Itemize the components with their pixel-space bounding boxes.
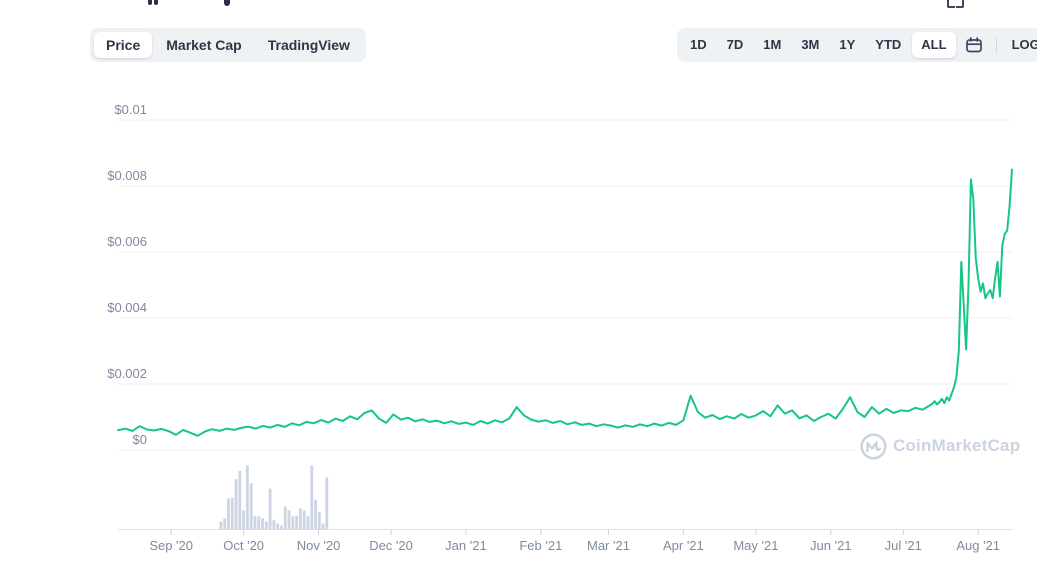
x-axis-label: Jun '21 [810,538,852,553]
x-axis-label: May '21 [733,538,778,553]
y-axis-label: $0.006 [107,234,147,249]
clipped-page-title-fragment [154,0,158,5]
volume-bar [264,521,268,530]
volume-bar [276,523,280,530]
log-scale-toggle[interactable]: LOG [1003,32,1037,58]
range-button-1d[interactable]: 1D [681,32,716,58]
clipped-page-title-fragment [148,0,152,5]
chart-type-tab-group: Price Market Cap TradingView [90,28,366,62]
volume-bar [321,523,325,530]
volume-bar [287,510,291,530]
x-axis-label: Mar '21 [587,538,630,553]
volume-bar [295,515,299,530]
volume-bar [306,516,310,530]
coinmarketcap-logo-icon [860,432,887,460]
volume-bar [219,521,223,530]
volume-bar [230,497,234,530]
expand-icon[interactable] [947,0,955,8]
y-axis-label: $0.01 [114,102,147,117]
range-button-7d[interactable]: 7D [718,32,753,58]
x-axis-label: Nov '20 [297,538,341,553]
x-axis-label: Dec '20 [369,538,413,553]
volume-bar [272,520,276,530]
volume-bar [325,477,329,530]
volume-bar [238,470,242,530]
x-axis-label: Jul '21 [885,538,922,553]
volume-bar [253,516,257,530]
range-button-1m[interactable]: 1M [754,32,790,58]
volume-bar [280,525,283,530]
volume-bar [310,465,314,530]
volume-bar [302,510,306,530]
range-button-ytd[interactable]: YTD [866,32,910,58]
price-line-series [117,168,1013,437]
volume-bar [261,518,264,530]
range-button-all[interactable]: ALL [912,32,956,58]
range-button-1y[interactable]: 1Y [830,32,864,58]
volume-bar [242,510,246,530]
time-range-toolbar: 1D 7D 1M 3M 1Y YTD ALL LOG [677,28,1037,62]
volume-bar [268,488,272,530]
y-axis-label: $0.004 [107,300,147,315]
tab-market-cap[interactable]: Market Cap [154,32,253,58]
x-axis-label: Apr '21 [663,538,704,553]
x-axis-label: Sep '20 [149,538,193,553]
y-axis-label: $0.008 [107,168,147,183]
volume-bar [223,518,227,530]
expand-icon[interactable] [956,0,964,8]
volume-bar [314,499,317,530]
y-axis-label: $0 [133,432,147,447]
clipped-page-title-fragment [224,0,230,6]
x-axis-label: Feb '21 [519,538,562,553]
volume-bar [317,511,321,530]
volume-bar [257,516,261,530]
calendar-icon[interactable] [958,33,990,57]
volume-bar [283,506,287,530]
volume-bar [249,483,253,530]
x-axis-label: Oct '20 [223,538,264,553]
coinmarketcap-watermark: CoinMarketCap [856,431,1025,461]
volume-bar [246,465,249,530]
volume-bar [291,516,295,530]
x-axis-label: Jan '21 [445,538,487,553]
volume-bar [227,498,230,530]
tab-tradingview[interactable]: TradingView [256,32,362,58]
tab-price[interactable]: Price [94,32,153,58]
volume-bar [298,508,302,530]
watermark-label: CoinMarketCap [893,436,1021,455]
volume-bar [234,479,238,530]
y-axis-label: $0.002 [107,366,147,381]
toolbar-divider [995,37,997,53]
x-axis-label: Aug '21 [956,538,1000,553]
range-button-3m[interactable]: 3M [792,32,828,58]
